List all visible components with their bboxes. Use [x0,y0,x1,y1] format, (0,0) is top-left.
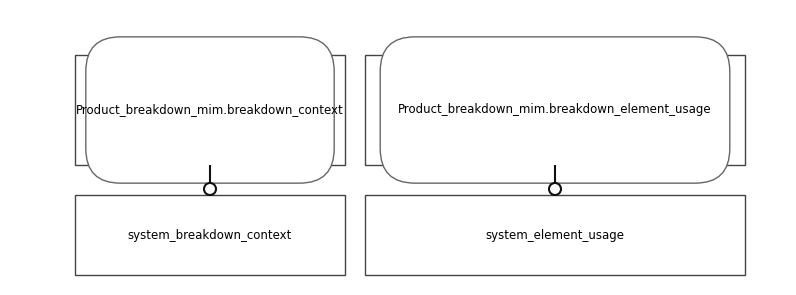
Bar [75,55,345,165]
Text: system_element_usage: system_element_usage [486,229,625,242]
Bar [75,195,345,275]
FancyBboxPatch shape [86,37,334,183]
Circle shape [204,183,216,195]
Bar [365,55,745,165]
FancyBboxPatch shape [380,37,730,183]
Text: Product_breakdown_mim.breakdown_element_usage: Product_breakdown_mim.breakdown_element_… [398,104,712,117]
Circle shape [549,183,561,195]
Text: Product_breakdown_mim.breakdown_context: Product_breakdown_mim.breakdown_context [76,104,344,117]
Bar [365,195,745,275]
Text: system_breakdown_context: system_breakdown_context [128,229,292,242]
